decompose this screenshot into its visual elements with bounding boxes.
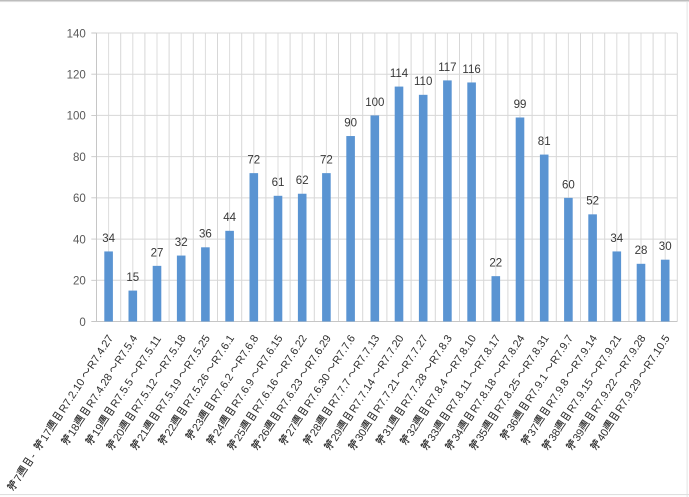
svg-text:110: 110 (414, 76, 432, 88)
svg-text:52: 52 (586, 196, 599, 208)
svg-text:60: 60 (73, 193, 86, 205)
svg-text:72: 72 (247, 155, 260, 167)
svg-text:18: 18 (66, 422, 83, 439)
svg-text:80: 80 (73, 152, 86, 164)
svg-text:15: 15 (126, 272, 139, 284)
svg-text:60: 60 (562, 179, 575, 191)
svg-text:140: 140 (67, 28, 86, 40)
svg-text:114: 114 (390, 68, 409, 80)
svg-text:30: 30 (659, 241, 672, 253)
svg-text:72: 72 (320, 155, 333, 167)
svg-text:28: 28 (635, 245, 648, 257)
svg-text:120: 120 (67, 70, 86, 82)
svg-text:20: 20 (73, 276, 86, 288)
svg-text:-: - (27, 451, 39, 461)
svg-text:21: 21 (135, 427, 152, 444)
svg-text:17: 17 (38, 427, 55, 444)
svg-text:29: 29 (329, 427, 346, 444)
svg-text:34: 34 (450, 427, 467, 444)
svg-text:81: 81 (538, 136, 551, 148)
svg-text:44: 44 (223, 212, 236, 224)
svg-text:19: 19 (90, 422, 107, 439)
svg-text:31: 31 (381, 422, 398, 439)
svg-text:61: 61 (272, 177, 285, 189)
svg-text:117: 117 (438, 62, 456, 74)
svg-text:23: 23 (190, 417, 207, 434)
svg-text:24: 24 (211, 422, 228, 439)
svg-text:27: 27 (284, 422, 301, 439)
svg-text:36: 36 (199, 229, 212, 241)
svg-text:36: 36 (505, 417, 522, 434)
svg-text:40: 40 (595, 427, 612, 444)
svg-text:7: 7 (12, 473, 25, 485)
svg-text:33: 33 (426, 427, 443, 444)
svg-text:30: 30 (353, 427, 370, 444)
svg-text:20: 20 (111, 427, 128, 444)
svg-text:38: 38 (547, 427, 564, 444)
svg-text:0: 0 (79, 317, 85, 329)
svg-text:32: 32 (405, 422, 422, 439)
svg-text:27: 27 (151, 247, 164, 259)
svg-text:116: 116 (462, 64, 480, 76)
svg-text:62: 62 (296, 175, 309, 187)
svg-text:32: 32 (175, 237, 188, 249)
svg-text:40: 40 (73, 234, 86, 246)
svg-text:22: 22 (489, 258, 502, 270)
svg-text:100: 100 (67, 111, 86, 123)
svg-text:99: 99 (514, 99, 527, 111)
svg-text:34: 34 (610, 233, 623, 245)
svg-text:39: 39 (571, 427, 588, 444)
svg-text:25: 25 (232, 427, 249, 444)
svg-text:100: 100 (365, 97, 384, 109)
svg-text:34: 34 (102, 233, 115, 245)
svg-text:37: 37 (526, 422, 543, 439)
svg-text:35: 35 (474, 427, 491, 444)
svg-text:28: 28 (308, 422, 325, 439)
svg-text:90: 90 (344, 117, 357, 129)
svg-text:22: 22 (163, 422, 180, 439)
svg-text:26: 26 (256, 427, 273, 444)
